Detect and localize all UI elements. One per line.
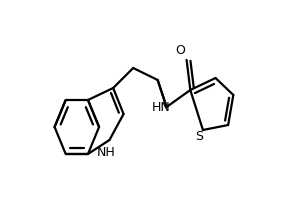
Text: O: O [175, 43, 185, 56]
Text: HN: HN [151, 101, 170, 114]
Text: NH: NH [96, 146, 115, 159]
Text: S: S [195, 129, 203, 142]
